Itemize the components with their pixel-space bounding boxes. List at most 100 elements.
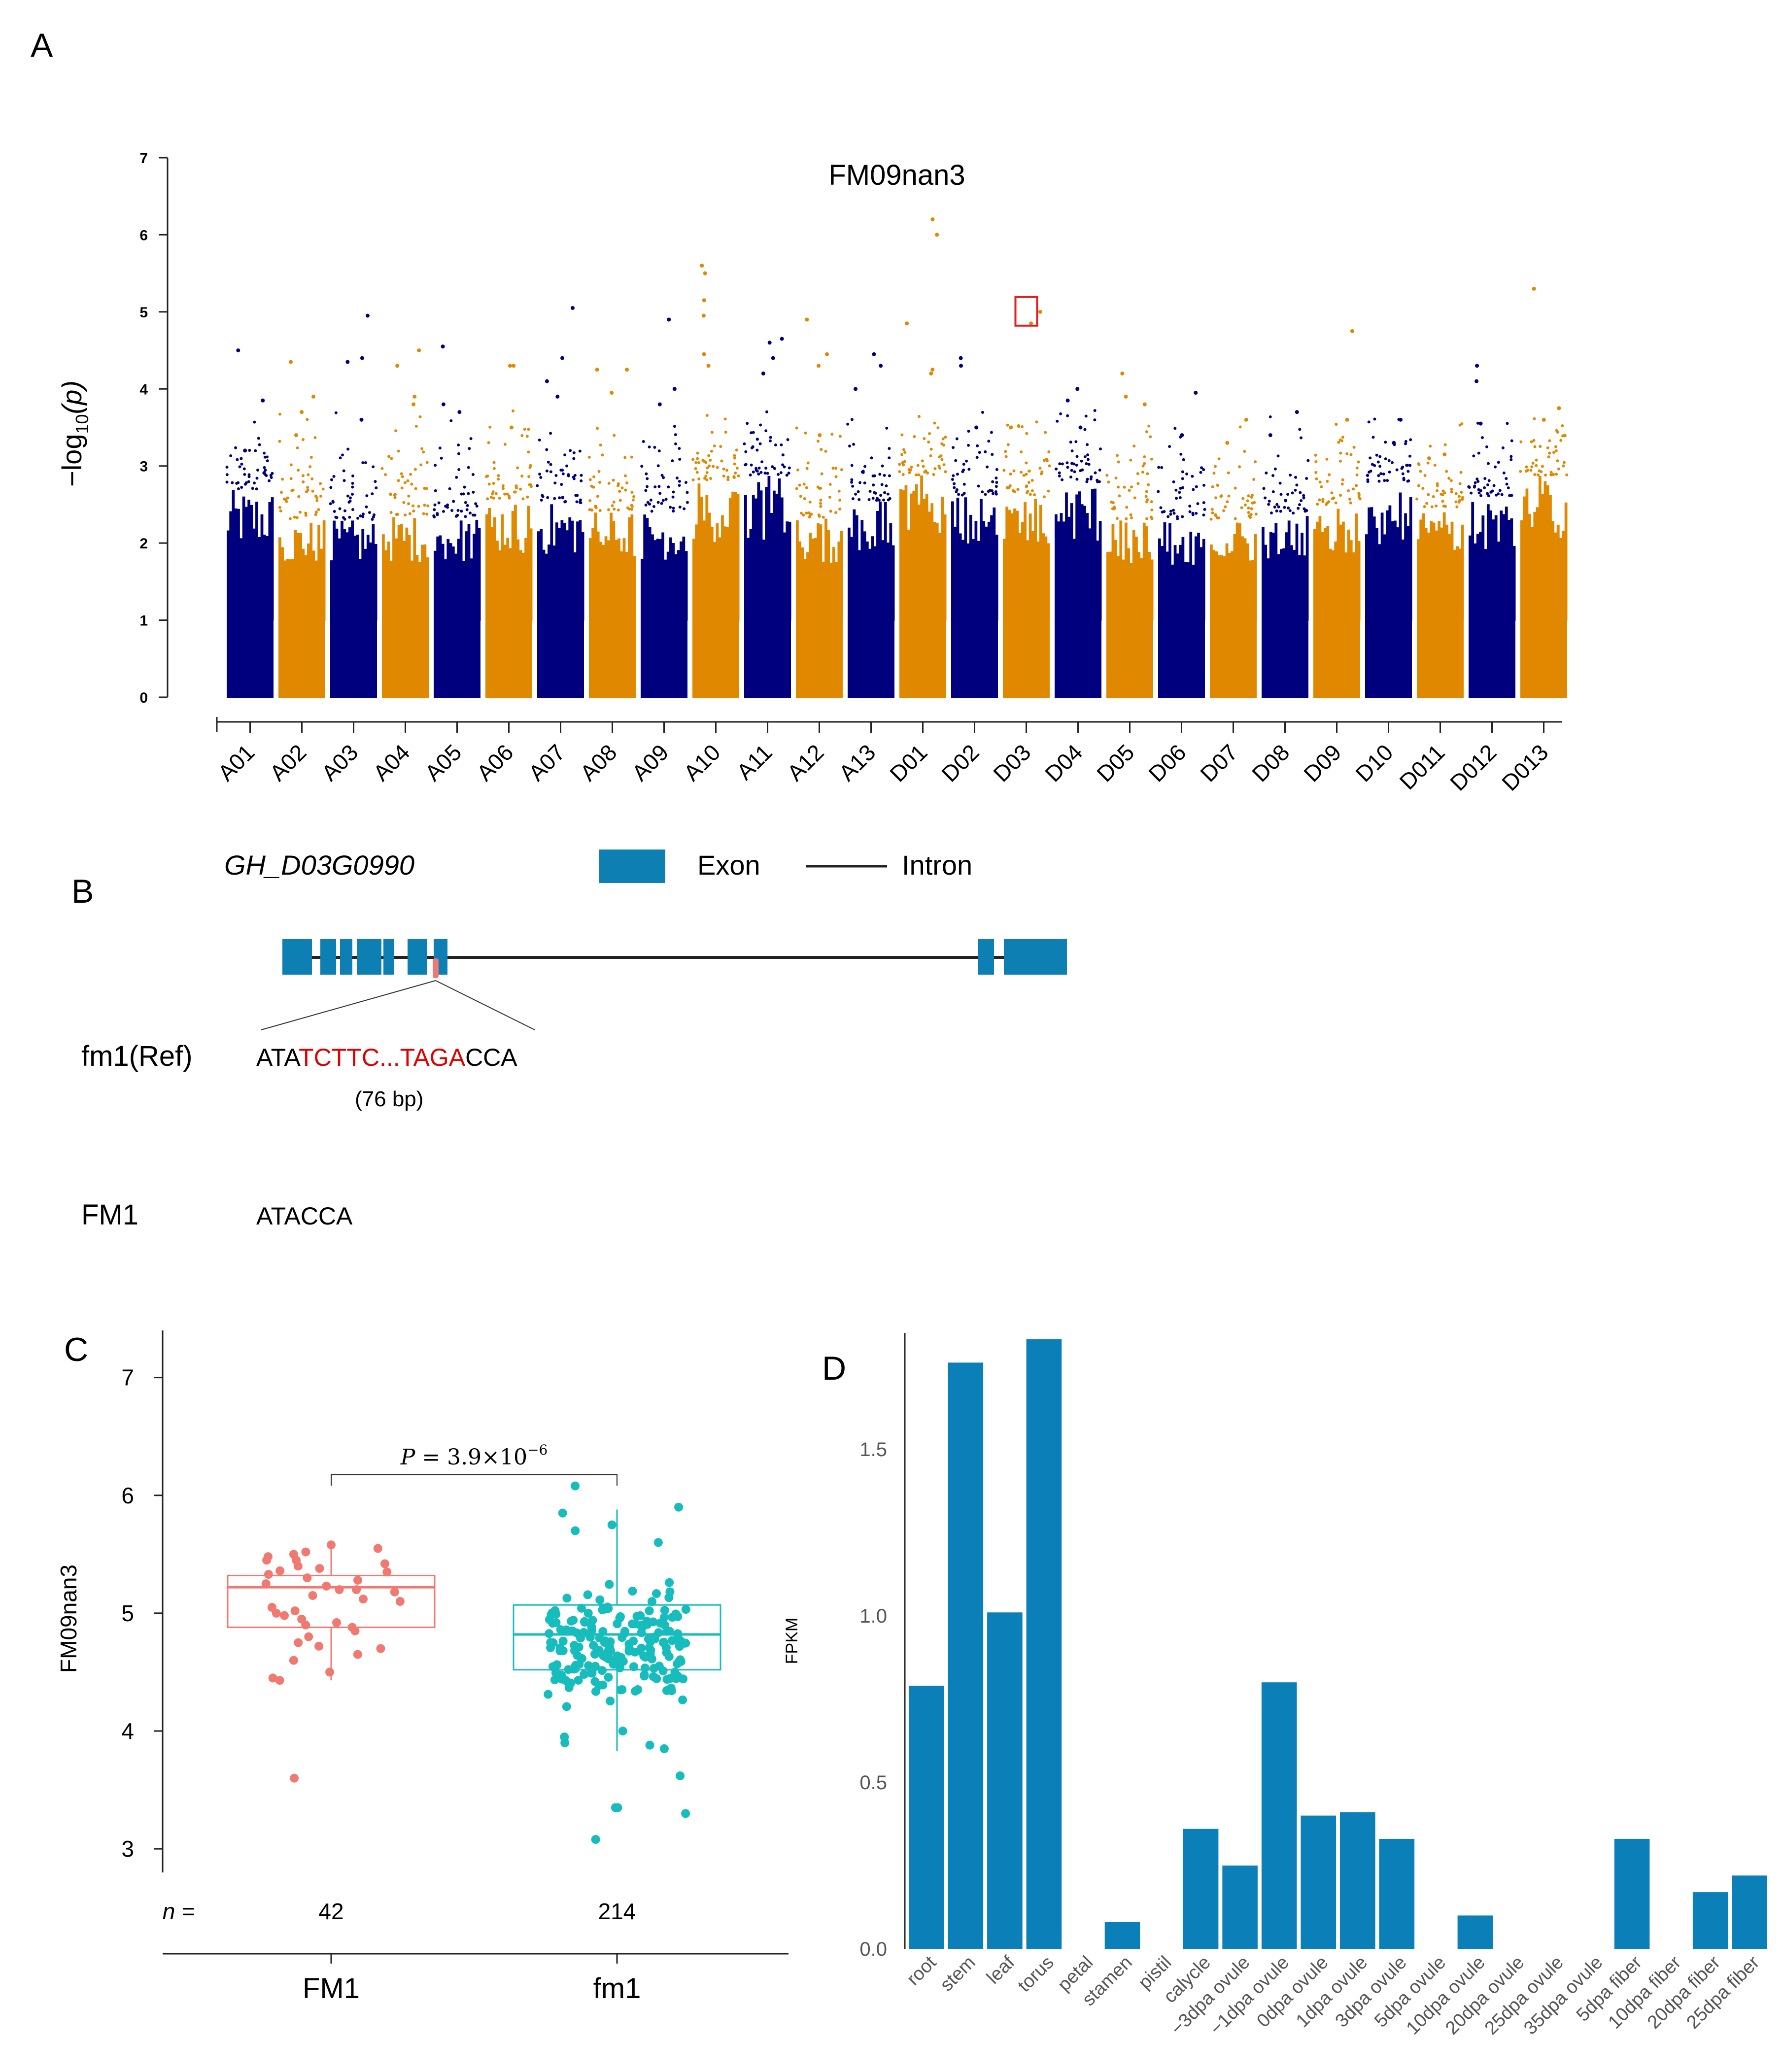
snp-point <box>1066 414 1069 417</box>
snp-point <box>594 506 597 509</box>
snp-density-column <box>338 538 341 621</box>
snp-density-column <box>674 554 678 621</box>
snp-density-column <box>1039 505 1042 621</box>
snp-point <box>1427 493 1430 496</box>
snp-point <box>339 456 342 460</box>
snp-point <box>410 482 413 486</box>
snp-density-column <box>1083 506 1086 621</box>
snp-point <box>529 483 533 486</box>
snp-point <box>757 466 761 470</box>
snp-density-column <box>1554 532 1557 621</box>
snp-point <box>675 476 679 480</box>
x-tick-label-D02: D02 <box>936 739 984 786</box>
snp-point <box>678 458 682 461</box>
snp-density-band <box>1262 620 1308 698</box>
snp-density-column <box>244 507 248 621</box>
snp-density-column <box>713 542 716 621</box>
snp-density-column <box>426 557 429 621</box>
snp-point <box>991 480 994 483</box>
snp-point <box>1292 511 1295 515</box>
data-point <box>584 1661 593 1670</box>
snp-point <box>408 512 411 515</box>
snp-point <box>579 498 582 502</box>
snp-point <box>1216 516 1219 519</box>
snp-point <box>705 413 709 417</box>
chromosome-D03 <box>1002 309 1051 698</box>
snp-density-column <box>1140 558 1143 621</box>
snp-point <box>851 497 855 501</box>
snp-density-column <box>778 478 781 621</box>
data-point <box>558 1646 568 1655</box>
chromosome-D02 <box>951 356 998 698</box>
snp-density-column <box>1318 516 1322 621</box>
snp-point <box>752 470 755 474</box>
data-point <box>290 1773 299 1783</box>
snp-point <box>521 497 525 501</box>
snp-density-column <box>1096 541 1099 621</box>
snp-point <box>1408 464 1412 467</box>
snp-point <box>1502 471 1506 475</box>
snp-density-column <box>421 544 424 621</box>
snp-point <box>1149 435 1152 439</box>
snp-point <box>498 496 501 500</box>
snp-point <box>1483 477 1487 480</box>
snp-point <box>1500 493 1504 496</box>
snp-point <box>710 449 713 453</box>
data-point <box>667 1636 677 1645</box>
snp-density-column <box>227 530 230 621</box>
snp-density-column <box>408 535 411 621</box>
snp-density-column <box>1293 549 1296 621</box>
chromosome-D10 <box>1365 417 1412 698</box>
snp-point <box>660 474 664 477</box>
snp-point <box>984 450 987 453</box>
snp-point <box>512 409 515 412</box>
snp-point <box>1474 481 1477 484</box>
snp-point <box>868 490 872 493</box>
snp-point <box>1294 476 1298 479</box>
data-point <box>676 1655 685 1664</box>
snp-point <box>967 468 971 471</box>
snp-density-column <box>969 514 972 621</box>
snp-point <box>786 438 789 442</box>
snp-point <box>696 457 699 460</box>
snp-point <box>306 486 309 489</box>
snp-point <box>1007 486 1011 489</box>
snp-point <box>1455 505 1459 509</box>
data-point <box>322 1581 331 1591</box>
snp-density-column <box>1556 524 1560 621</box>
snp-point <box>1473 484 1476 488</box>
snp-point <box>630 505 634 508</box>
snp-point <box>760 460 764 464</box>
snp-point <box>1501 446 1505 449</box>
snp-density-column <box>930 503 934 621</box>
snp-point <box>709 458 712 462</box>
snp-point <box>850 464 854 467</box>
snp-density-column <box>811 539 815 621</box>
snp-point <box>540 499 543 502</box>
snp-density-column <box>594 512 597 621</box>
snp-density-column <box>501 514 504 621</box>
snp-density-column <box>848 527 851 621</box>
data-point <box>674 1502 684 1512</box>
snp-point <box>981 410 984 414</box>
snp-density-band <box>848 620 894 698</box>
snp-top-hit <box>959 356 963 360</box>
snp-density-column <box>703 520 706 621</box>
snp-point <box>1318 480 1322 484</box>
snp-density-column <box>527 506 530 621</box>
snp-point <box>587 455 591 459</box>
snp-point <box>1200 466 1203 470</box>
snp-point <box>1378 465 1382 468</box>
snp-top-hit <box>702 298 706 303</box>
snp-point <box>330 478 334 481</box>
snp-point <box>1291 491 1294 495</box>
snp-density-column <box>434 550 437 621</box>
snp-density-band <box>692 620 739 698</box>
snp-density-column <box>1339 524 1342 621</box>
snp-density-column <box>700 497 703 621</box>
snp-point <box>1111 501 1115 505</box>
snp-density-column <box>1316 521 1319 621</box>
snp-point <box>1058 475 1061 478</box>
data-point <box>613 1803 622 1812</box>
snp-point <box>1059 412 1063 415</box>
